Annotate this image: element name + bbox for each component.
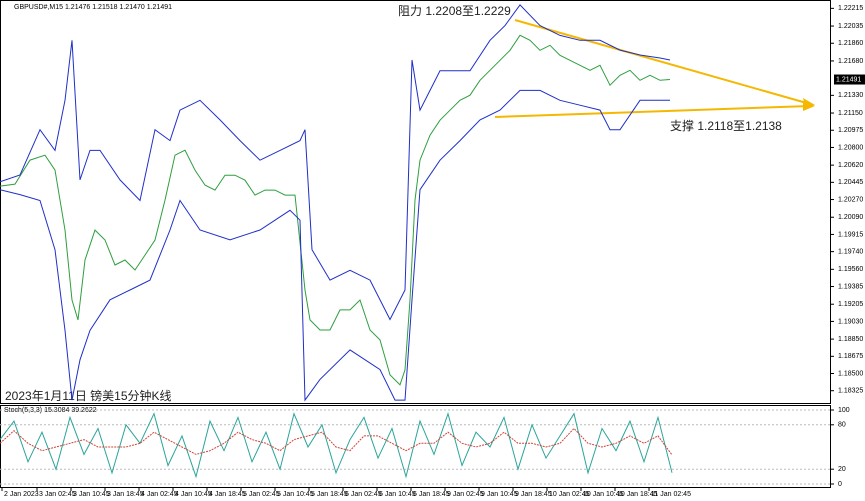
y-tick-label: 100 <box>838 407 850 414</box>
x-tick-label: 10 Jan 18:45 <box>617 491 658 498</box>
y-tick-label: 1.20620 <box>838 162 863 169</box>
x-tick-label: 9 Jan 10:45 <box>481 491 518 498</box>
x-tick-label: 6 Jan 10:45 <box>379 491 416 498</box>
resistance-line <box>514 19 811 105</box>
x-tick-label: 5 Jan 10:45 <box>277 491 314 498</box>
y-tick-label: 1.20800 <box>838 144 863 151</box>
support-label: 支撑 1.2118至1.2138 <box>670 118 782 133</box>
x-tick-label: 9 Jan 02:45 <box>447 491 484 498</box>
x-tick-label: 9 Jan 18:45 <box>515 491 552 498</box>
y-tick-label: 1.20270 <box>838 196 863 203</box>
chart-header: GBPUSD#,M15 1.21476 1.21518 1.21470 1.21… <box>14 4 172 11</box>
y-tick-label: 1.20090 <box>838 214 863 221</box>
y-tick-label: 1.18500 <box>838 370 863 377</box>
x-tick-label: 3 Jan 02:45 <box>39 491 76 498</box>
y-tick-label: 1.19205 <box>838 301 863 308</box>
y-tick-label: 1.22215 <box>838 5 863 12</box>
series-line <box>0 427 673 456</box>
y-tick-label: 1.20445 <box>838 179 863 186</box>
main-frame <box>0 0 831 404</box>
y-tick-label: 1.18850 <box>838 336 863 343</box>
series-line <box>0 89 670 402</box>
x-tick-label: 3 Jan 10:45 <box>73 491 110 498</box>
y-tick-label: 1.19030 <box>838 318 863 325</box>
support-line <box>494 105 811 118</box>
y-tick-label: 1.19915 <box>838 231 863 238</box>
y-tick-label: 1.19385 <box>838 283 863 290</box>
series-line <box>0 411 673 479</box>
x-tick-label: 4 Jan 18:45 <box>209 491 246 498</box>
y-tick-label: 0 <box>838 481 842 488</box>
stoch-frame <box>0 405 831 488</box>
resistance-label: 阻力 1.2208至1.2229 <box>398 4 511 18</box>
y-tick-label: 1.18325 <box>838 388 863 395</box>
y-tick-label: 20 <box>838 466 846 473</box>
chart-caption: 2023年1月11日 镑美15分钟K线 <box>5 388 172 403</box>
x-tick-label: 2 Jan 2023 <box>4 491 39 498</box>
x-tick-label: 5 Jan 02:45 <box>243 491 280 498</box>
x-tick-label: 4 Jan 02:45 <box>141 491 178 498</box>
price-tag <box>834 74 865 85</box>
y-tick-label: 1.20975 <box>838 127 863 134</box>
arrow-head <box>803 101 815 111</box>
x-tick-label: 10 Jan 02:45 <box>549 491 590 498</box>
series-line <box>0 34 671 386</box>
x-tick-label: 4 Jan 10:45 <box>175 491 212 498</box>
y-tick-label: 1.21150 <box>838 110 863 117</box>
y-tick-label: 80 <box>838 422 846 429</box>
y-tick-label: 1.19740 <box>838 248 863 255</box>
x-tick-label: 3 Jan 18:45 <box>107 491 144 498</box>
x-tick-label: 5 Jan 18:45 <box>311 491 348 498</box>
y-tick-label: 1.22035 <box>838 23 863 30</box>
x-tick-label: 6 Jan 02:45 <box>345 491 382 498</box>
x-tick-label: 10 Jan 10:45 <box>583 491 624 498</box>
y-tick-label: 1.18675 <box>838 353 863 360</box>
series-line <box>0 4 671 321</box>
y-tick-label: 1.21680 <box>838 58 863 65</box>
stoch-label: Stoch(5,3,3) 15.3084 39.2622 <box>4 407 97 414</box>
price-tag-label: 1.21491 <box>836 76 861 83</box>
y-tick-label: 1.21330 <box>838 92 863 99</box>
x-tick-label: 6 Jan 18:45 <box>413 491 450 498</box>
y-tick-label: 1.21860 <box>838 40 863 47</box>
y-tick-label: 1.19560 <box>838 266 863 273</box>
x-tick-label: 11 Jan 02:45 <box>651 491 691 498</box>
